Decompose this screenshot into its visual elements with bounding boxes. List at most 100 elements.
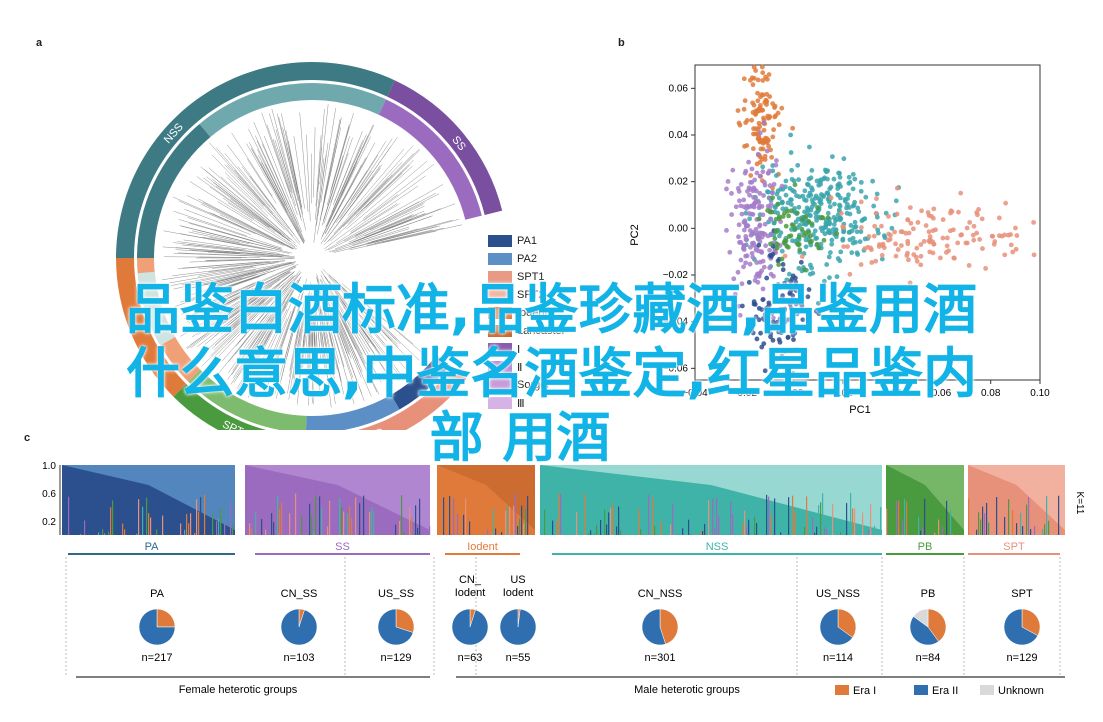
tree-branch bbox=[270, 292, 301, 381]
tree-branch bbox=[327, 154, 379, 234]
structure-bar bbox=[224, 523, 226, 535]
scatter-point bbox=[760, 286, 766, 292]
scatter-point bbox=[725, 178, 731, 184]
scatter-point bbox=[778, 308, 784, 314]
scatter-point bbox=[790, 293, 796, 299]
scatter-point bbox=[753, 314, 759, 320]
panel-label-c: c bbox=[24, 432, 31, 444]
tree-branch bbox=[204, 258, 265, 261]
structure-bar bbox=[180, 523, 182, 535]
scatter-point bbox=[753, 68, 759, 73]
structure-bar bbox=[373, 510, 375, 535]
tree-branch bbox=[325, 146, 362, 228]
scatter-point bbox=[803, 230, 809, 236]
tree-branch bbox=[211, 154, 285, 230]
structure-bar bbox=[232, 525, 234, 535]
scatter-point bbox=[847, 211, 853, 217]
tree-branch bbox=[312, 331, 314, 405]
tree-legend: PA1 PA2 SPT1 SPT2 Iodent Lancaster Ⅰ Ⅱ Sorger Ⅲ bbox=[488, 232, 598, 412]
tree-branch bbox=[255, 135, 305, 241]
structure-bar bbox=[212, 513, 214, 535]
structure-bar bbox=[610, 507, 612, 535]
tree-branch bbox=[177, 241, 246, 251]
scatter-point bbox=[767, 252, 773, 258]
structure-bar bbox=[1038, 531, 1040, 535]
tree-branch bbox=[179, 225, 282, 251]
tree-branch bbox=[324, 320, 332, 357]
scatter-point bbox=[848, 223, 854, 228]
scatter-point bbox=[874, 196, 879, 202]
structure-bar bbox=[415, 505, 417, 535]
ring-segment-nss bbox=[116, 61, 395, 258]
tree-branch bbox=[227, 202, 296, 248]
tree-branch bbox=[324, 162, 402, 246]
structure-bar bbox=[638, 509, 640, 535]
tree-branch bbox=[208, 167, 292, 241]
tree-branch bbox=[327, 303, 354, 378]
scatter-point bbox=[758, 94, 763, 100]
structure-bar bbox=[842, 530, 844, 535]
structure-bar bbox=[556, 519, 558, 535]
tree-branch bbox=[355, 193, 440, 237]
tree-branch bbox=[293, 136, 305, 209]
scatter-point bbox=[739, 303, 745, 309]
tree-branch bbox=[196, 176, 270, 229]
scatter-point bbox=[736, 303, 742, 309]
scatter-point bbox=[738, 240, 744, 245]
tree-branch bbox=[287, 301, 305, 394]
structure-bar bbox=[852, 508, 854, 535]
scatter-point bbox=[837, 174, 843, 180]
tree-branch bbox=[318, 285, 338, 371]
structure-bar bbox=[718, 516, 720, 535]
scatter-point bbox=[786, 234, 792, 239]
tree-branch bbox=[350, 219, 459, 249]
tree-branch bbox=[191, 230, 250, 244]
scatter-point bbox=[749, 250, 755, 256]
scatter-point bbox=[809, 185, 814, 191]
tree-branch bbox=[186, 296, 259, 348]
scatter-point bbox=[974, 230, 980, 236]
pie-slice bbox=[451, 608, 489, 646]
scatter-point bbox=[874, 191, 880, 197]
scatter-point bbox=[742, 98, 748, 104]
tree-branch bbox=[243, 321, 275, 373]
tree-branch bbox=[230, 198, 270, 228]
tree-branch bbox=[217, 287, 289, 375]
scatter-point bbox=[777, 327, 782, 333]
tree-branch bbox=[327, 202, 425, 251]
tree-branch bbox=[334, 279, 398, 340]
scatter-point bbox=[759, 250, 765, 255]
scatter-point bbox=[758, 330, 764, 336]
tree-branch bbox=[274, 139, 296, 206]
pie-slice bbox=[280, 608, 318, 646]
scatter-point bbox=[830, 226, 836, 232]
structure-bar bbox=[714, 528, 716, 535]
structure-bar bbox=[513, 505, 515, 535]
scatter-point bbox=[910, 226, 916, 232]
scatter-point bbox=[967, 220, 973, 225]
scatter-point bbox=[963, 240, 969, 246]
pie-slice bbox=[659, 608, 679, 645]
scatter-point bbox=[799, 226, 805, 232]
structure-bar bbox=[604, 509, 606, 535]
structure-bar bbox=[269, 496, 271, 535]
scatter-point bbox=[1003, 200, 1009, 206]
tree-branch bbox=[169, 269, 245, 284]
tree-branch bbox=[213, 182, 291, 242]
scatter-point bbox=[799, 254, 805, 259]
structure-bar bbox=[138, 499, 140, 535]
tree-branch bbox=[264, 303, 297, 395]
scatter-point bbox=[788, 208, 794, 214]
tree-branch bbox=[319, 278, 349, 355]
structure-bar bbox=[988, 522, 990, 535]
structure-bar bbox=[273, 522, 275, 535]
scatter-point bbox=[821, 278, 827, 284]
y-tick-label: −0.04 bbox=[663, 317, 689, 328]
tree-branch bbox=[187, 280, 261, 313]
tree-branch bbox=[323, 155, 344, 221]
scatter-point bbox=[775, 110, 781, 116]
tree-branch bbox=[313, 308, 316, 368]
scatter-point bbox=[747, 192, 752, 198]
scatter-point bbox=[822, 231, 828, 237]
tree-branch bbox=[237, 176, 283, 225]
